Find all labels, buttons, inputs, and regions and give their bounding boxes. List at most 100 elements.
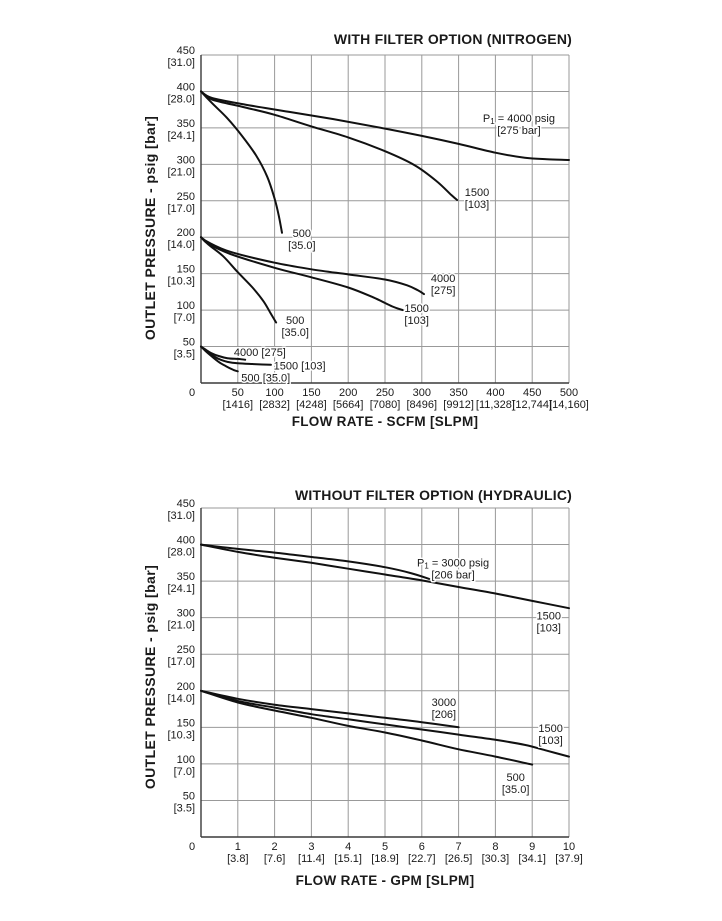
inlet-3000-callout: P1 = 3000 psig	[417, 557, 489, 570]
inlet-1500-label-set400: [103]	[465, 199, 489, 211]
y-tick-sub-200: [14.0]	[167, 239, 195, 251]
y-tick-50: 50	[183, 337, 195, 349]
inlet-4000-callout: P1 = 4000 psig	[483, 113, 555, 126]
x-tick-0: 0	[189, 841, 195, 853]
chart-2: 450[31.0]400[28.0]350[24.1]300[21.0]250[…	[167, 498, 582, 865]
curve-set-200psig-inlet-1500psig	[200, 236, 404, 312]
curve-set-50psig-inlet-500psig	[200, 345, 239, 373]
inlet-1500-label-set200: [103]	[404, 315, 428, 327]
inlet-500-label-set50: 500 [35.0]	[241, 372, 290, 384]
y-tick-sub-50: [3.5]	[174, 802, 195, 814]
inlet-1500-label-set50: 1500 [103]	[274, 361, 326, 373]
x-tick-500: 500	[560, 387, 578, 399]
x-tick-5: 5	[382, 841, 388, 853]
inlet-1500-label-set400: [103]	[537, 623, 561, 635]
x-tick-sub-150: [4248]	[296, 399, 327, 411]
chart2-title: WITHOUT FILTER OPTION (HYDRAULIC)	[295, 487, 572, 503]
y-tick-sub-250: [17.0]	[167, 656, 195, 668]
x-tick-1: 1	[235, 841, 241, 853]
y-tick-sub-50: [3.5]	[174, 349, 195, 361]
y-tick-sub-150: [10.3]	[167, 276, 195, 288]
y-tick-250: 250	[177, 644, 195, 656]
inlet-1500-label-set200: 1500	[538, 723, 562, 735]
x-tick-0: 0	[189, 387, 195, 399]
x-tick-50: 50	[232, 387, 244, 399]
x-tick-sub-300: [8496]	[407, 399, 438, 411]
y-tick-sub-350: [24.1]	[167, 130, 195, 142]
inlet-1500-label-set400: 1500	[465, 187, 489, 199]
y-tick-400: 400	[177, 81, 195, 93]
y-tick-350: 350	[177, 571, 195, 583]
y-tick-450: 450	[177, 498, 195, 510]
x-tick-sub-5: [18.9]	[371, 853, 399, 865]
x-tick-sub-500: [14,160]	[549, 399, 589, 411]
x-tick-sub-400: [11,328]	[476, 399, 515, 411]
curve-set-400psig-inlet-3000psig	[200, 543, 431, 580]
y-tick-100: 100	[177, 754, 195, 766]
y-tick-sub-100: [7.0]	[174, 766, 195, 778]
y-tick-sub-450: [31.0]	[167, 57, 195, 69]
x-tick-450: 450	[523, 387, 541, 399]
curve-set-400psig-inlet-1500psig	[200, 543, 570, 610]
y-tick-150: 150	[177, 264, 195, 276]
inlet-500-label-set200: [35.0]	[502, 784, 530, 796]
x-tick-150: 150	[302, 387, 320, 399]
inlet-3000-label-set200: [206]	[432, 709, 456, 721]
y-tick-150: 150	[177, 717, 195, 729]
y-tick-350: 350	[177, 118, 195, 130]
y-tick-300: 300	[177, 154, 195, 166]
inlet-1500-label-set400: 1500	[537, 611, 561, 623]
inlet-500-label-set200: 500	[286, 315, 304, 327]
curve-set-400psig-inlet-1500psig	[200, 90, 459, 201]
y-tick-sub-400: [28.0]	[167, 547, 195, 559]
x-tick-sub-8: [30.3]	[482, 853, 510, 865]
y-tick-sub-450: [31.0]	[167, 510, 195, 522]
inlet-500-label-set400: 500	[293, 228, 311, 240]
x-tick-100: 100	[265, 387, 283, 399]
curve-set-200psig-inlet-4000psig	[200, 236, 425, 296]
inlet-4000-label-set200: 4000	[431, 273, 455, 285]
curve-set-200psig-inlet-500psig	[200, 689, 534, 766]
x-tick-sub-50: [1416]	[223, 399, 254, 411]
y-tick-sub-250: [17.0]	[167, 203, 195, 215]
x-tick-sub-3: [11.4]	[298, 853, 325, 865]
x-tick-10: 10	[563, 841, 575, 853]
inlet-1500-label-set200: 1500	[404, 303, 428, 315]
x-tick-sub-1: [3.8]	[227, 853, 248, 865]
x-tick-sub-350: [9912]	[443, 399, 474, 411]
chart1-x-axis-label: FLOW RATE - SCFM [SLPM]	[291, 414, 479, 429]
chart2-y-axis-label: OUTLET PRESSURE - psig [bar]	[142, 564, 158, 790]
x-tick-7: 7	[456, 841, 462, 853]
y-tick-400: 400	[177, 535, 195, 547]
x-tick-2: 2	[272, 841, 278, 853]
x-tick-sub-250: [7080]	[370, 399, 401, 411]
inlet-4000-callout: [275 bar]	[497, 125, 540, 137]
y-tick-sub-300: [21.0]	[167, 166, 195, 178]
y-tick-200: 200	[177, 227, 195, 239]
x-tick-6: 6	[419, 841, 425, 853]
x-tick-200: 200	[339, 387, 357, 399]
inlet-4000-label-set50: 4000 [275]	[234, 347, 286, 359]
chart1-y-axis-label: OUTLET PRESSURE - psig [bar]	[142, 115, 158, 341]
x-tick-3: 3	[308, 841, 314, 853]
x-tick-400: 400	[486, 387, 504, 399]
y-tick-100: 100	[177, 300, 195, 312]
x-tick-8: 8	[492, 841, 498, 853]
inlet-4000-label-set200: [275]	[431, 285, 455, 297]
y-tick-50: 50	[183, 790, 195, 802]
x-tick-350: 350	[449, 387, 467, 399]
x-tick-sub-100: [2832]	[259, 399, 290, 411]
x-tick-300: 300	[413, 387, 431, 399]
inlet-3000-callout: [206 bar]	[431, 569, 474, 581]
curve-set-200psig-inlet-1500psig	[200, 689, 570, 758]
y-tick-sub-100: [7.0]	[174, 312, 195, 324]
y-tick-450: 450	[177, 45, 195, 57]
x-tick-sub-200: [5664]	[333, 399, 364, 411]
curve-set-400psig-inlet-500psig	[200, 90, 283, 234]
x-tick-sub-6: [22.7]	[408, 853, 436, 865]
x-tick-4: 4	[345, 841, 351, 853]
y-tick-300: 300	[177, 608, 195, 620]
chart2-x-axis-label: FLOW RATE - GPM [SLPM]	[295, 873, 475, 888]
